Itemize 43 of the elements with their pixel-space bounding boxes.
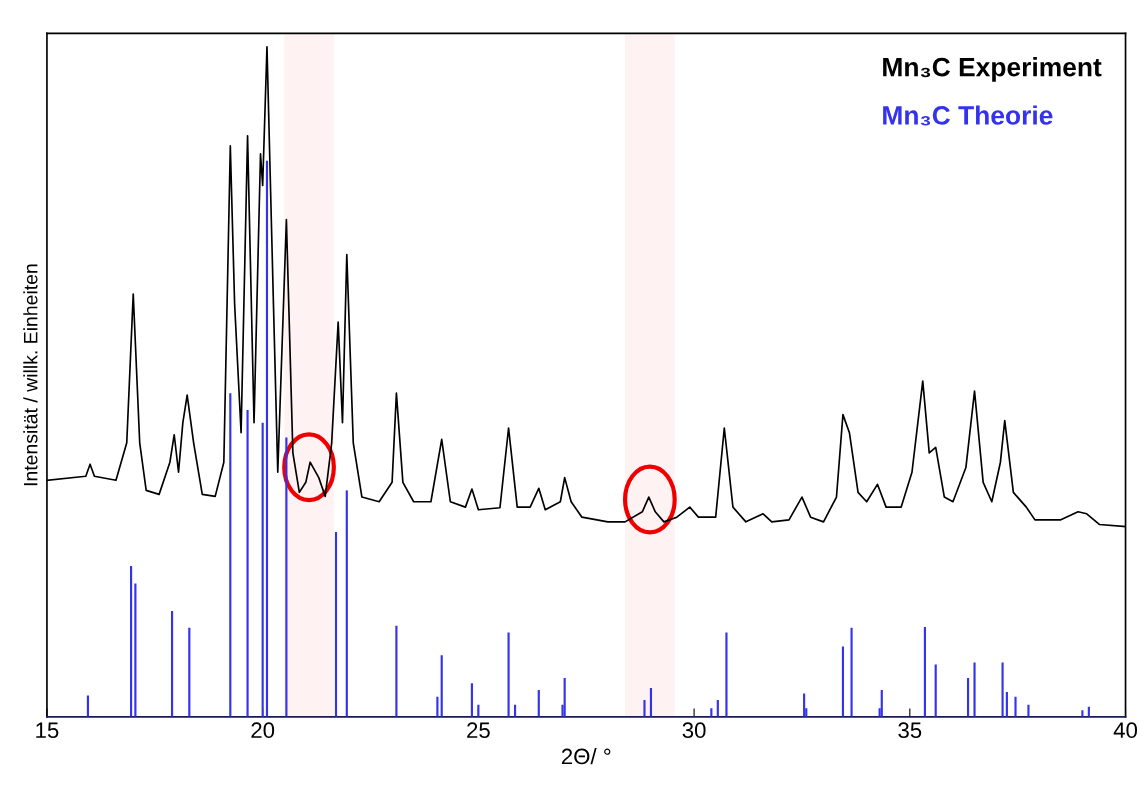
x-tick-label: 15 — [36, 722, 59, 739]
x-tick-label: 20 — [251, 722, 275, 739]
text: Mn₃C Theorie — [883, 105, 1053, 126]
bar — [130, 566, 133, 717]
bar — [246, 409, 249, 717]
bar — [334, 531, 338, 717]
bar — [440, 655, 443, 717]
bar — [880, 690, 883, 717]
bar — [923, 627, 926, 717]
bar — [841, 646, 845, 717]
bar — [134, 583, 137, 717]
bar — [934, 664, 937, 717]
bar — [643, 700, 646, 717]
text: Mn₃C Experiment — [883, 57, 1102, 82]
bar — [285, 437, 288, 717]
bar — [229, 393, 232, 717]
y-axis-title: Intensität / willk. Einheiten — [23, 264, 38, 486]
x-tick-label: 30 — [682, 722, 706, 739]
x-tick-label: 35 — [898, 722, 922, 739]
bar — [725, 632, 728, 717]
bar — [507, 632, 510, 717]
bar — [86, 695, 90, 717]
x-tick-label: 40 — [1113, 722, 1138, 739]
bar — [850, 627, 853, 717]
bar — [188, 627, 191, 717]
bar — [265, 160, 269, 717]
bar — [1001, 662, 1004, 717]
bar — [1014, 696, 1017, 717]
bar — [395, 625, 398, 717]
bar — [563, 678, 566, 717]
bar — [803, 693, 806, 717]
bar — [973, 662, 976, 717]
x-tick-label: 25 — [467, 722, 490, 739]
bar — [170, 610, 174, 717]
bar — [261, 422, 264, 717]
x-axis-title: 2Θ/ ° — [561, 748, 611, 765]
bar — [966, 678, 970, 717]
bar — [649, 688, 653, 717]
bar — [470, 683, 473, 717]
bar — [537, 690, 540, 717]
bar — [1005, 692, 1008, 717]
bar — [1027, 704, 1030, 717]
bar — [345, 490, 348, 717]
